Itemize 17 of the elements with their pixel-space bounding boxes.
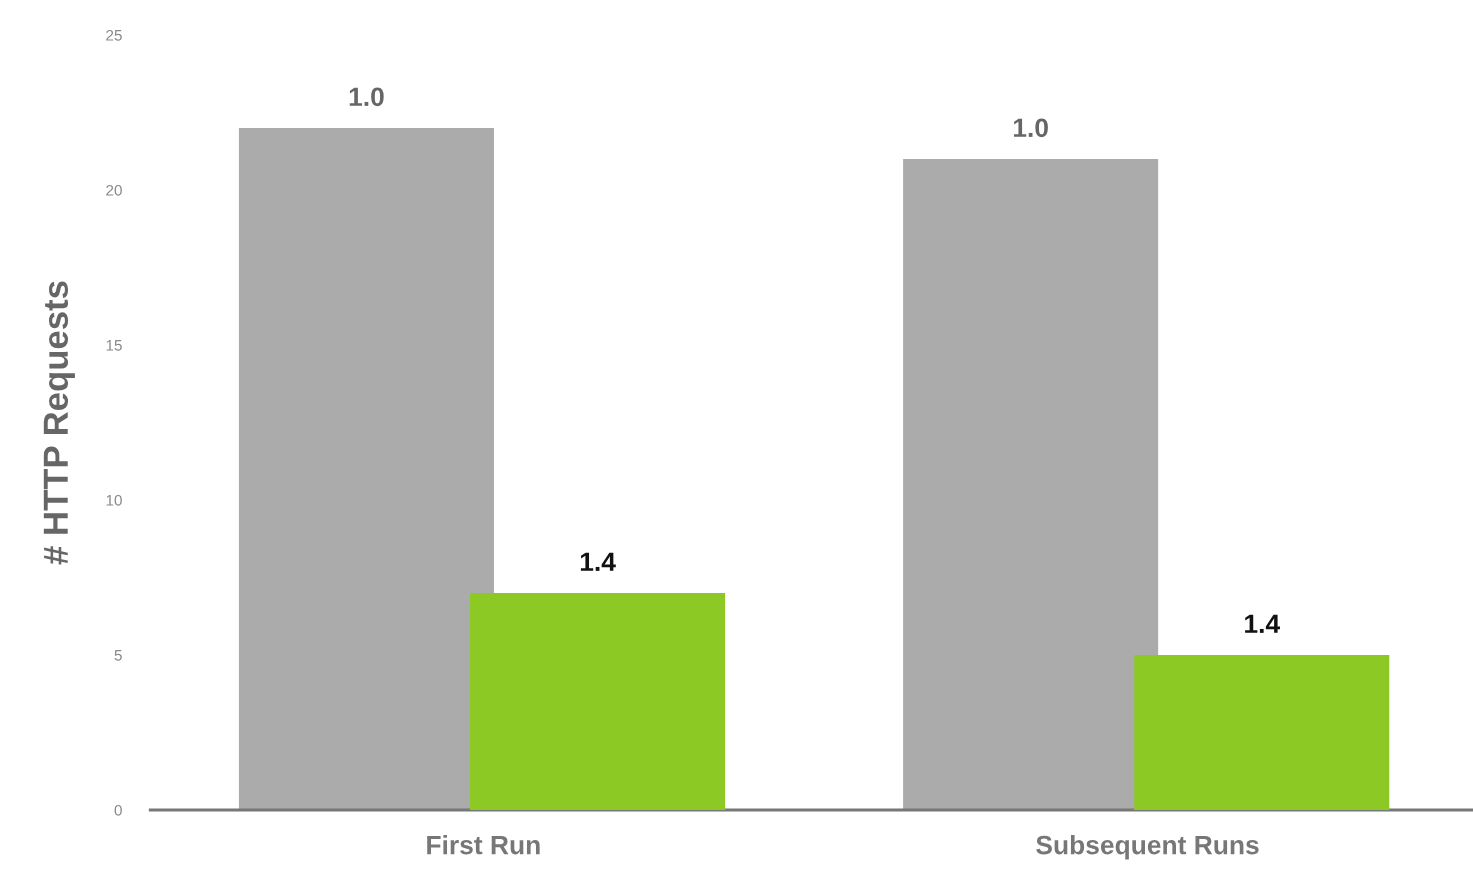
annotation: 1.0 — [1013, 118, 1048, 138]
bar — [1134, 655, 1390, 811]
y-tick-label: 5 — [114, 650, 122, 661]
y-tick-label: 15 — [106, 340, 122, 351]
bar — [903, 159, 1159, 811]
y-axis-title: # HTTP Requests — [43, 281, 75, 565]
y-tick-label: 0 — [114, 804, 122, 816]
bar — [238, 128, 494, 811]
y-tick-label: 10 — [106, 494, 122, 506]
y-tick-label: 20 — [106, 184, 122, 196]
x-tick-label: Subsequent Runs — [1036, 835, 1259, 860]
bar — [470, 593, 726, 811]
x-tick-label: First Run — [427, 835, 540, 855]
annotation: 1.4 — [580, 552, 616, 571]
y-tick-label: 25 — [106, 29, 122, 41]
annotation: 1.4 — [1245, 614, 1280, 633]
annotation: 1.0 — [349, 87, 384, 107]
